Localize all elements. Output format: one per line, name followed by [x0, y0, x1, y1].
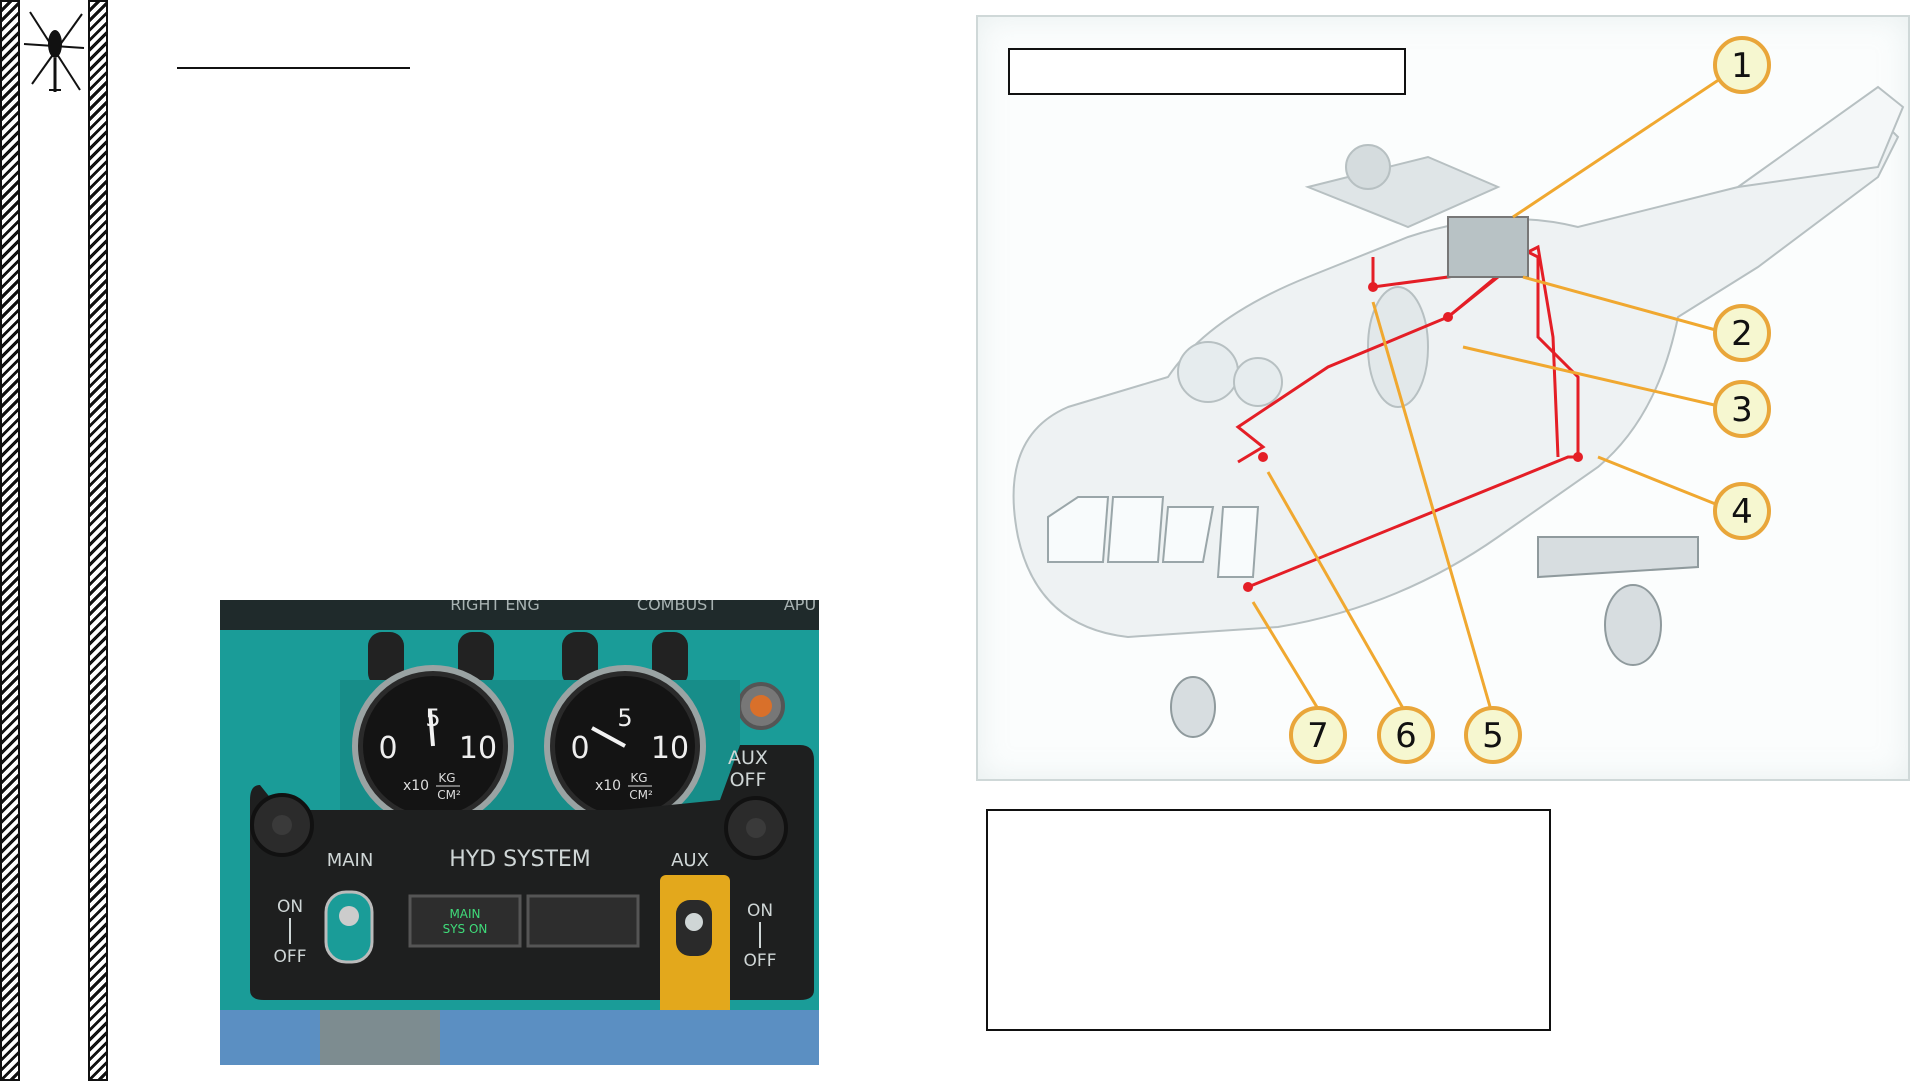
- main-sys-on-lamp: [408, 894, 522, 948]
- aux-label: AUX: [671, 850, 709, 871]
- helicopter-hydraulic-diagram: 1 2 3 4 5 6 7: [976, 15, 1910, 781]
- svg-text:7: 7: [1307, 716, 1329, 756]
- helicopter-logo-icon: [23, 11, 85, 92]
- gauge1-needle: [428, 709, 435, 747]
- aux-off-label-line1: AUX: [728, 747, 768, 769]
- title-underline: [177, 67, 410, 69]
- svg-text:5: 5: [1482, 716, 1504, 756]
- hydraulic-unit-icon: [1447, 216, 1529, 278]
- main-label: MAIN: [327, 850, 374, 871]
- note-box: [986, 809, 1551, 1031]
- right-hatched-rail: [88, 0, 108, 1081]
- aux-switch-on-label: ON: [747, 901, 773, 921]
- hydraulic-points: [1243, 282, 1583, 592]
- cockpit-windows: [1047, 496, 1260, 578]
- panel-top-strip: [220, 600, 819, 630]
- aux-switch-off-label: OFF: [744, 951, 777, 971]
- gauge1-unit-den: CM²: [437, 788, 461, 802]
- figure-caption-box: [1008, 48, 1406, 95]
- lamp-main-line2: SYS ON: [443, 922, 488, 936]
- callout-leader-lines: [1251, 75, 1724, 718]
- gauge2-tick-5: 5: [617, 704, 632, 732]
- gauge2-needle: [591, 726, 626, 748]
- gauge1-tick-10: 10: [459, 731, 497, 766]
- callout-6: 6: [1377, 706, 1435, 764]
- callout-5: 5: [1464, 706, 1522, 764]
- main-system-toggle[interactable]: [324, 890, 374, 964]
- svg-text:3: 3: [1731, 390, 1753, 430]
- svg-text:1: 1: [1731, 46, 1753, 86]
- gauge2-unit-num: KG: [630, 771, 647, 785]
- hyd-system-label: HYD SYSTEM: [449, 847, 591, 872]
- callout-3: 3: [1713, 380, 1771, 438]
- callout-7: 7: [1289, 706, 1347, 764]
- lamp-main-line1: MAIN: [449, 907, 480, 921]
- svg-text:6: 6: [1395, 716, 1417, 756]
- hyd-system-panel-photo: RIGHT ENG COMBUST APU 0 5 10 x10 KG CM²: [220, 600, 819, 1065]
- main-switch-off-label: OFF: [274, 947, 307, 967]
- top-label-right-eng: RIGHT ENG: [450, 600, 540, 614]
- gauge2-unit-den: CM²: [629, 788, 653, 802]
- callout-1: 1: [1713, 36, 1771, 94]
- main-pressure-gauge: 0 5 10 x10 KG CM²: [352, 665, 514, 827]
- left-hatched-rail: [0, 0, 20, 1081]
- svg-text:4: 4: [1731, 492, 1753, 532]
- callout-4: 4: [1713, 482, 1771, 540]
- gauge1-unit-num: KG: [438, 771, 455, 785]
- gauge1-unit-multiplier: x10: [403, 778, 429, 794]
- top-label-combust: COMBUST: [637, 600, 717, 614]
- landing-gear: [1170, 536, 1699, 738]
- gauge2-unit-multiplier: x10: [595, 778, 621, 794]
- aux-sys-on-lamp: [526, 894, 640, 948]
- main-switch-on-label: ON: [277, 897, 303, 917]
- gauge2-tick-10: 10: [651, 731, 689, 766]
- svg-text:2: 2: [1731, 314, 1753, 354]
- aux-off-label-line2: OFF: [730, 769, 767, 791]
- top-label-apu: APU: [784, 600, 816, 614]
- aux-system-toggle[interactable]: [685, 913, 703, 931]
- gauge1-tick-0: 0: [378, 731, 397, 766]
- callout-2: 2: [1713, 304, 1771, 362]
- aux-pressure-gauge: 0 5 10 x10 KG CM²: [544, 665, 706, 827]
- gauge2-tick-0: 0: [570, 731, 589, 766]
